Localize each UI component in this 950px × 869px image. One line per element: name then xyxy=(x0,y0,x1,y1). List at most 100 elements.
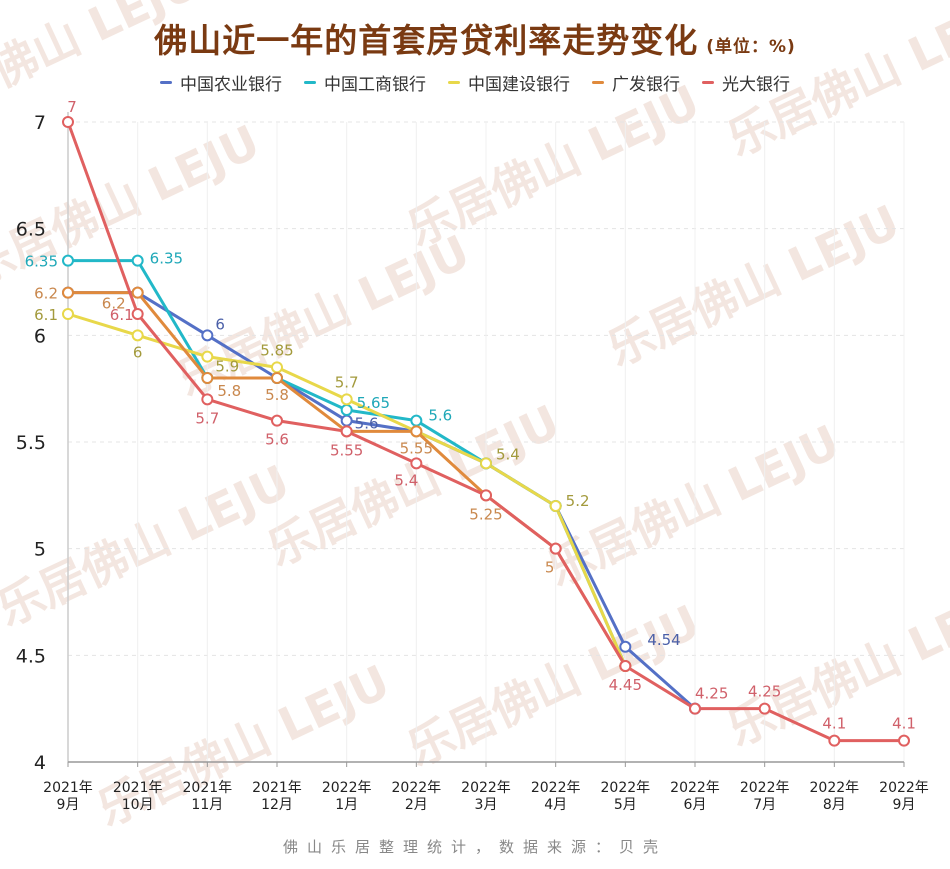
data-point xyxy=(131,286,144,299)
data-label: 7 xyxy=(67,98,77,116)
data-point xyxy=(689,702,701,715)
data-label: 5.8 xyxy=(217,382,241,400)
legend: 中国农业银行 中国工商银行 中国建设银行 广发银行 光大银行 xyxy=(0,70,950,95)
data-label: 5.25 xyxy=(469,505,502,523)
y-tick-label: 6.5 xyxy=(16,219,46,241)
data-point xyxy=(410,414,423,427)
x-tick-label-line: 6月 xyxy=(684,797,707,813)
legend-item[interactable]: 中国工商银行 xyxy=(304,70,426,95)
data-label: 5.55 xyxy=(400,439,433,457)
data-label: 6.35 xyxy=(150,250,183,268)
data-point xyxy=(340,414,353,427)
data-label: 6 xyxy=(133,343,143,361)
data-point xyxy=(201,372,214,384)
data-point xyxy=(62,116,74,128)
y-tick-label: 4.5 xyxy=(16,645,46,667)
x-tick-label: 2022年 2月 xyxy=(392,780,442,813)
data-label: 5.7 xyxy=(335,373,359,391)
x-tick-label-line: 3月 xyxy=(475,797,498,813)
data-label: 6.1 xyxy=(110,306,134,324)
y-tick-label: 7 xyxy=(34,112,46,134)
watermark-text: 乐居佛山 LEJU xyxy=(399,594,708,776)
data-point xyxy=(758,702,771,715)
x-tick-label-line: 2022年 xyxy=(740,780,790,796)
data-label: 5 xyxy=(545,559,555,577)
data-label: 4.54 xyxy=(647,631,680,649)
data-point xyxy=(549,542,562,555)
data-point xyxy=(619,640,632,653)
data-point xyxy=(828,734,841,747)
legend-label: 中国工商银行 xyxy=(324,75,426,95)
y-tick-label: 5 xyxy=(34,539,46,561)
data-point xyxy=(480,489,492,502)
data-label: 5.6 xyxy=(428,407,452,425)
x-tick-label-line: 2022年 xyxy=(879,780,929,796)
y-tick-label: 6 xyxy=(34,325,46,347)
data-point xyxy=(131,329,144,342)
x-tick-label: 2022年 1月 xyxy=(322,780,372,813)
data-label: 6.1 xyxy=(34,306,58,324)
x-tick-label-line: 2021年 xyxy=(183,780,233,796)
data-label: 4.45 xyxy=(609,676,642,694)
data-point xyxy=(898,734,910,747)
data-point xyxy=(480,457,492,470)
x-tick-label: 2021年 9月 xyxy=(43,780,93,813)
data-point xyxy=(201,329,214,342)
x-tick-label-line: 2022年 xyxy=(531,780,581,796)
x-tick-label-line: 2022年 xyxy=(670,780,720,796)
x-tick-label-line: 1月 xyxy=(335,797,358,813)
data-point xyxy=(271,414,283,427)
data-point xyxy=(340,393,353,406)
legend-label: 中国建设银行 xyxy=(468,75,570,95)
x-tick-label-line: 2022年 xyxy=(461,780,511,796)
series-line-0 xyxy=(68,291,696,710)
x-tick-label-line: 2022年 xyxy=(810,780,860,796)
x-tick-label: 2022年 3月 xyxy=(461,780,511,813)
x-tick-label: 2022年 4月 xyxy=(531,780,581,813)
data-point xyxy=(410,425,423,438)
data-point xyxy=(62,254,74,267)
unit-label: (单位：%) xyxy=(706,37,796,57)
legend-item[interactable]: 中国农业银行 xyxy=(160,70,282,95)
x-tick-label-line: 2022年 xyxy=(392,780,442,796)
x-tick-label: 2021年 11月 xyxy=(183,780,233,813)
legend-label: 中国农业银行 xyxy=(180,75,282,95)
x-tick-label-line: 2022年 xyxy=(601,780,651,796)
x-tick-label-line: 12月 xyxy=(261,797,293,813)
data-label: 5.4 xyxy=(496,445,520,463)
x-tick-label-line: 2021年 xyxy=(43,780,93,796)
data-label: 5.4 xyxy=(394,471,418,489)
x-tick-label-line: 5月 xyxy=(614,797,637,813)
legend-label: 光大银行 xyxy=(722,75,790,95)
x-tick-label-line: 2021年 xyxy=(252,780,302,796)
x-tick-label: 2021年 12月 xyxy=(252,780,302,813)
legend-item[interactable]: 光大银行 xyxy=(702,70,790,95)
data-point xyxy=(62,286,74,299)
data-point xyxy=(62,308,74,320)
x-tick-label-line: 10月 xyxy=(122,797,154,813)
data-label: 4.25 xyxy=(695,685,728,703)
x-tick-label-line: 2021年 xyxy=(113,780,163,796)
x-tick-label: 2021年 10月 xyxy=(113,780,163,813)
data-point xyxy=(340,425,353,438)
legend-swatch xyxy=(702,81,714,84)
data-label: 5.85 xyxy=(260,341,293,359)
x-tick-label: 2022年 5月 xyxy=(601,780,651,813)
data-point xyxy=(131,308,144,320)
x-tick-label-line: 2022年 xyxy=(322,780,372,796)
data-label: 5.7 xyxy=(195,409,219,427)
data-label: 6 xyxy=(215,315,225,333)
data-label: 5.9 xyxy=(215,358,239,376)
data-point xyxy=(131,254,144,267)
data-point xyxy=(271,361,283,374)
data-label: 5.6 xyxy=(355,415,379,433)
data-point xyxy=(340,404,353,416)
legend-swatch xyxy=(160,81,172,84)
legend-item[interactable]: 中国建设银行 xyxy=(448,70,570,95)
data-point xyxy=(410,457,423,470)
source-footer: 佛山乐居整理统计，数据来源：贝壳 xyxy=(282,838,667,856)
x-tick-label-line: 9月 xyxy=(57,797,80,813)
series-points xyxy=(62,116,910,747)
legend-item[interactable]: 广发银行 xyxy=(592,70,680,95)
